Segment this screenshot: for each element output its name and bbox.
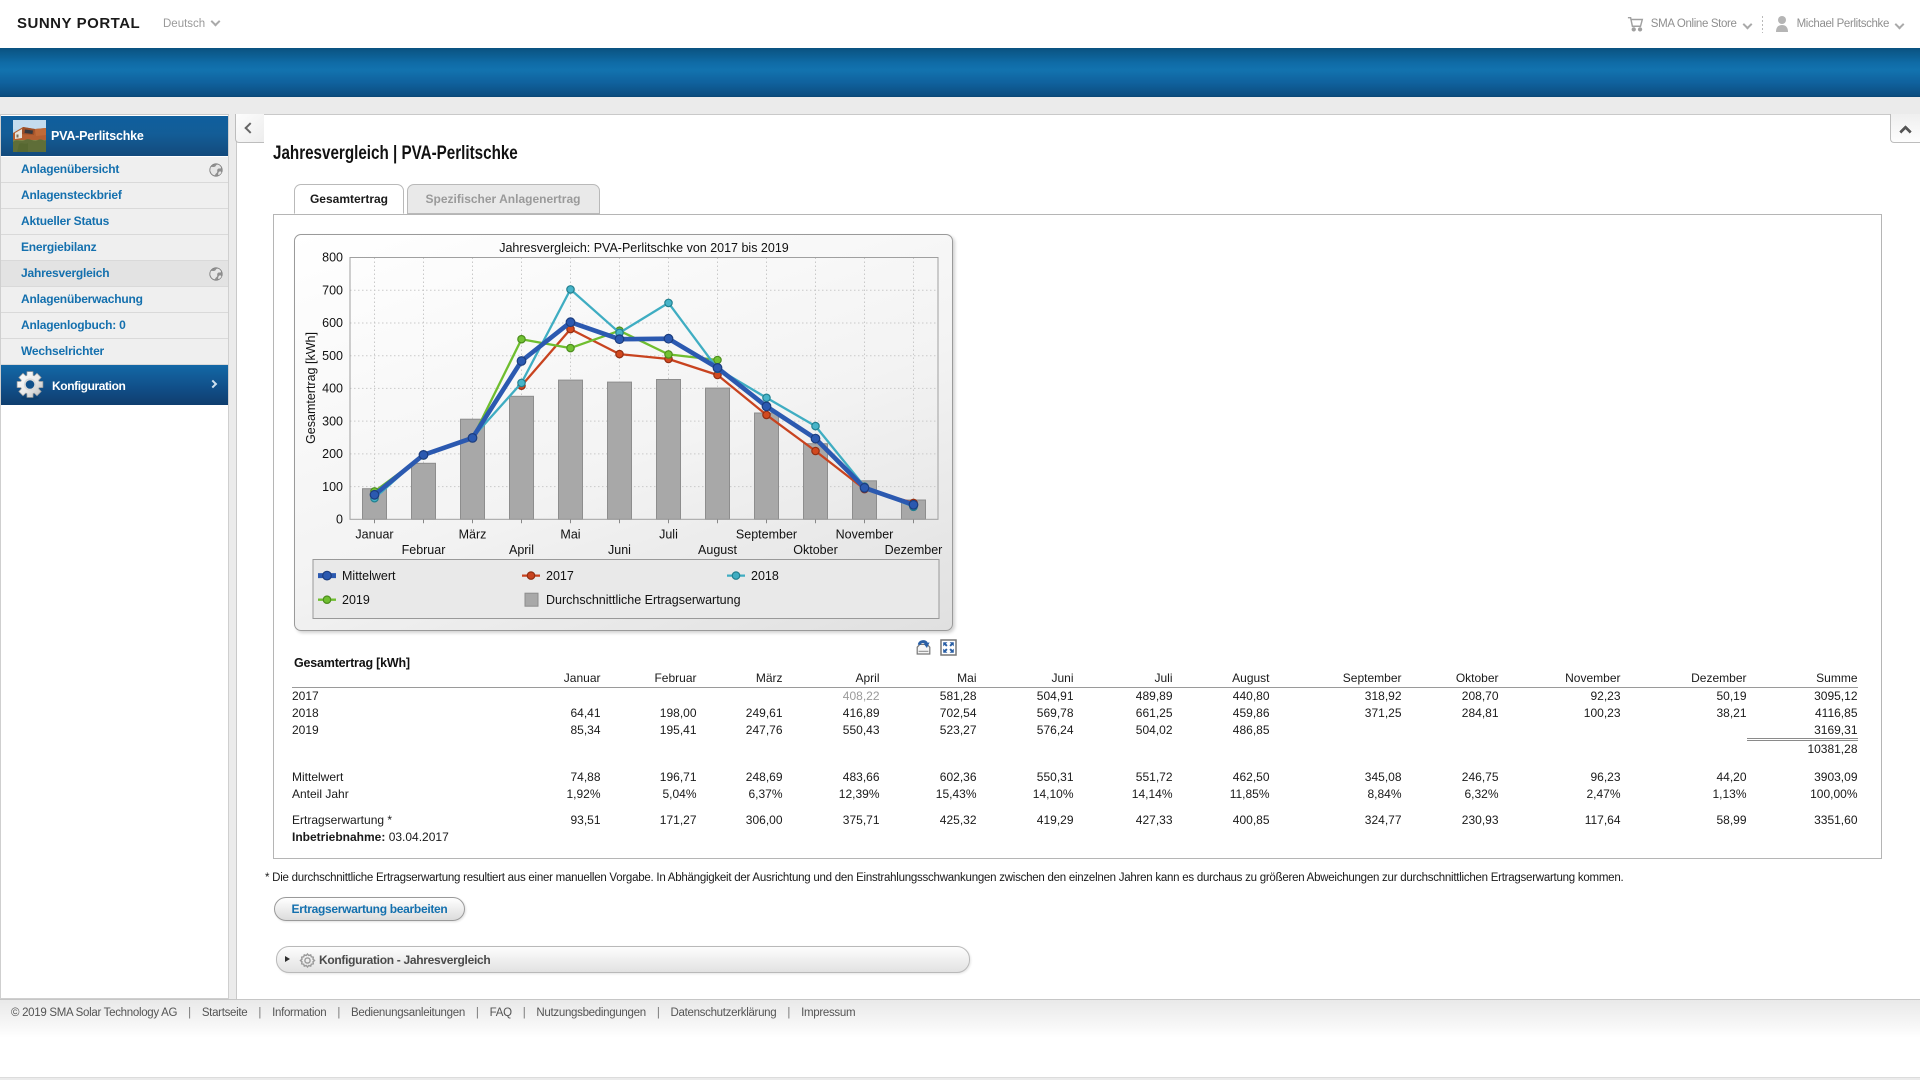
svg-text:800: 800 bbox=[322, 251, 343, 265]
svg-text:Januar: Januar bbox=[355, 528, 393, 542]
svg-text:Gesamtertrag [kWh]: Gesamtertrag [kWh] bbox=[304, 332, 318, 444]
svg-text:März: März bbox=[459, 528, 487, 542]
svg-text:Jahresvergleich: PVA-Perlitsch: Jahresvergleich: PVA-Perlitschke von 201… bbox=[499, 241, 789, 255]
svg-text:Oktober: Oktober bbox=[793, 543, 837, 557]
svg-text:Juni: Juni bbox=[608, 543, 631, 557]
svg-text:2018: 2018 bbox=[751, 569, 779, 583]
svg-text:September: September bbox=[736, 528, 797, 542]
svg-text:0: 0 bbox=[336, 513, 343, 527]
svg-text:August: August bbox=[698, 543, 737, 557]
svg-text:500: 500 bbox=[322, 349, 343, 363]
svg-text:400: 400 bbox=[322, 382, 343, 396]
svg-text:Mittelwert: Mittelwert bbox=[342, 569, 396, 583]
svg-text:Dezember: Dezember bbox=[885, 543, 943, 557]
svg-text:Durchschnittliche Ertragserwar: Durchschnittliche Ertragserwartung bbox=[546, 593, 741, 607]
svg-text:200: 200 bbox=[322, 447, 343, 461]
svg-text:November: November bbox=[836, 528, 894, 542]
svg-text:Februar: Februar bbox=[402, 543, 446, 557]
svg-text:100: 100 bbox=[322, 480, 343, 494]
svg-text:2019: 2019 bbox=[342, 593, 370, 607]
svg-text:700: 700 bbox=[322, 283, 343, 297]
svg-text:Juli: Juli bbox=[659, 528, 678, 542]
svg-text:April: April bbox=[509, 543, 534, 557]
svg-text:300: 300 bbox=[322, 414, 343, 428]
svg-text:Mai: Mai bbox=[560, 528, 580, 542]
svg-text:600: 600 bbox=[322, 316, 343, 330]
svg-text:2017: 2017 bbox=[546, 569, 574, 583]
